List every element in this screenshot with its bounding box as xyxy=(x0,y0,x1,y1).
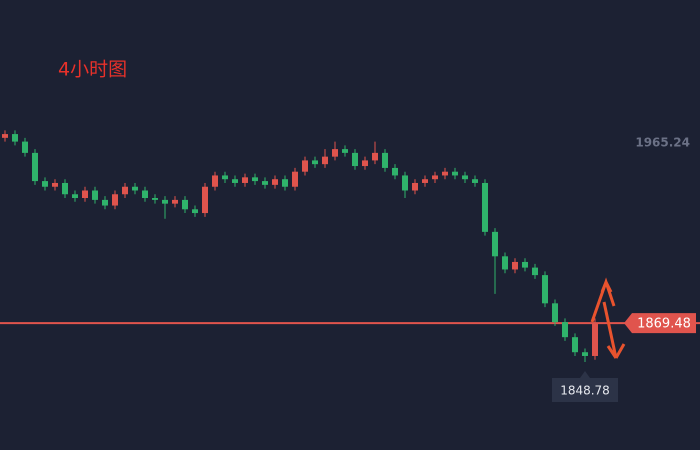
candle-body xyxy=(402,175,408,191)
candle-body xyxy=(502,256,508,270)
candle-body xyxy=(492,231,498,257)
price-label: 1965.24 xyxy=(635,136,690,150)
candle-body xyxy=(422,179,428,183)
candle-body xyxy=(372,152,378,161)
candle-body xyxy=(282,179,288,187)
candle-body xyxy=(322,156,328,165)
candle-body xyxy=(22,141,28,153)
candle-body xyxy=(212,175,218,187)
candle-body xyxy=(192,209,198,214)
candle-body xyxy=(522,261,528,268)
candle-body xyxy=(292,171,298,187)
candle-body xyxy=(552,303,558,323)
candle-body xyxy=(262,181,268,185)
candle-body xyxy=(542,275,548,304)
candle-body xyxy=(342,149,348,153)
candle-body xyxy=(442,171,448,176)
candle-body xyxy=(162,199,168,204)
low-label: 1848.78 xyxy=(560,384,610,398)
candle-body xyxy=(52,182,58,187)
candle-body xyxy=(132,186,138,191)
candle-body xyxy=(412,182,418,191)
candle-body xyxy=(182,199,188,210)
candle-body xyxy=(272,179,278,185)
candle-body xyxy=(362,160,368,167)
candle-body xyxy=(582,352,588,356)
candle-body xyxy=(222,175,228,180)
candle-body xyxy=(572,337,578,353)
candle-body xyxy=(202,186,208,214)
candle-body xyxy=(452,171,458,176)
candle-body xyxy=(392,167,398,176)
candle-body xyxy=(42,181,48,187)
candle-body xyxy=(252,177,258,182)
candle-body xyxy=(462,175,468,180)
candle-body xyxy=(562,322,568,338)
candle-body xyxy=(302,160,308,172)
candle-body xyxy=(232,179,238,183)
candle-body xyxy=(472,179,478,183)
candle-body xyxy=(62,182,68,195)
candle-body xyxy=(352,152,358,167)
price-tag xyxy=(624,313,696,334)
candle-body xyxy=(482,182,488,232)
low-tag xyxy=(552,371,618,403)
candle-body xyxy=(152,198,158,200)
candle-body xyxy=(102,199,108,206)
candle-body xyxy=(2,134,8,138)
candle-body xyxy=(32,152,38,182)
candle-body xyxy=(142,190,148,199)
candle-body xyxy=(512,261,518,270)
candle-body xyxy=(12,134,18,142)
candle-body xyxy=(172,199,178,204)
chart-title: 4小时图 xyxy=(58,59,127,81)
candle-body xyxy=(432,175,438,180)
candle-body xyxy=(332,149,338,157)
candle-body xyxy=(242,177,248,183)
candle-body xyxy=(592,323,598,356)
candle-body xyxy=(382,152,388,168)
candle-body xyxy=(532,267,538,276)
candle-body xyxy=(312,160,318,165)
current-price-label: 1869.48 xyxy=(637,317,691,332)
candle-body xyxy=(122,186,128,195)
annotation-arrow xyxy=(590,277,626,359)
candle-body xyxy=(82,190,88,199)
candle-body xyxy=(112,194,118,206)
candle-body xyxy=(72,194,78,199)
candle-body xyxy=(92,190,98,200)
